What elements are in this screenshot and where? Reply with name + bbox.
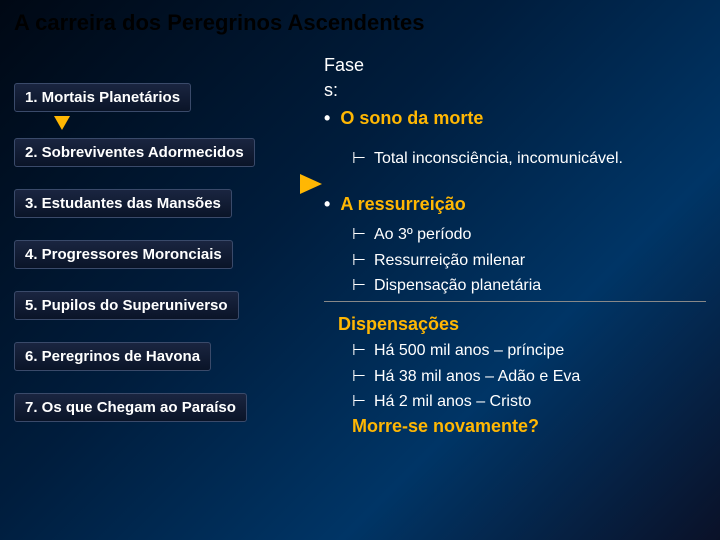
tick-icon: ⊢ <box>352 275 366 297</box>
stage-6: 6. Peregrinos de Havona <box>14 342 211 371</box>
dispensacao-2: ⊢ Há 38 mil anos – Adão e Eva <box>352 366 706 388</box>
tick-icon: ⊢ <box>352 250 366 272</box>
stage-4: 4. Progressores Moronciais <box>14 240 233 269</box>
bullet-dot-icon: • <box>324 192 330 216</box>
divider <box>324 301 706 302</box>
bullet-dot-icon: • <box>324 106 330 130</box>
dispensacao-3-text: Há 2 mil anos – Cristo <box>374 391 531 413</box>
stage-1: 1. Mortais Planetários <box>14 83 191 112</box>
phase-2-sub-2-text: Ressurreição milenar <box>374 250 525 272</box>
phase-2-text: A ressurreição <box>340 192 465 216</box>
content-area: 1. Mortais Planetários 2. Sobreviventes … <box>14 53 706 436</box>
phase-1-title: • O sono da morte <box>324 106 706 130</box>
details-column: Fase s: • O sono da morte ⊢ Total incons… <box>324 53 706 436</box>
tick-icon: ⊢ <box>352 391 366 413</box>
phase-1-sub-text: Total inconsciência, incomunicável. <box>374 148 623 170</box>
phase-2-title: • A ressurreição <box>324 192 706 216</box>
stage-2: 2. Sobreviventes Adormecidos <box>14 138 255 167</box>
right-arrow-icon <box>300 174 322 194</box>
dispensacao-2-text: Há 38 mil anos – Adão e Eva <box>374 366 580 388</box>
tick-icon: ⊢ <box>352 148 366 170</box>
fases-label: Fase s: <box>324 53 706 102</box>
phase-2-sub-3-text: Dispensação planetária <box>374 275 541 297</box>
tick-icon: ⊢ <box>352 224 366 246</box>
dispensacao-1-text: Há 500 mil anos – príncipe <box>374 340 564 362</box>
phase-1-sub: ⊢ Total inconsciência, incomunicável. <box>352 148 706 170</box>
stage-3: 3. Estudantes das Mansões <box>14 189 232 218</box>
final-question: Morre-se novamente? <box>352 417 706 437</box>
dispensacao-1: ⊢ Há 500 mil anos – príncipe <box>352 340 706 362</box>
tick-icon: ⊢ <box>352 366 366 388</box>
down-arrow-icon <box>54 116 70 130</box>
phase-2-sub-1-text: Ao 3º período <box>374 224 471 246</box>
phase-2-sub-3: ⊢ Dispensação planetária <box>352 275 706 297</box>
stage-5: 5. Pupilos do Superuniverso <box>14 291 239 320</box>
dispensacao-3: ⊢ Há 2 mil anos – Cristo <box>352 391 706 413</box>
dispensacoes-heading: Dispensações <box>338 312 706 336</box>
phase-2-sub-2: ⊢ Ressurreição milenar <box>352 250 706 272</box>
phase-2-sub-1: ⊢ Ao 3º período <box>352 224 706 246</box>
stages-column: 1. Mortais Planetários 2. Sobreviventes … <box>14 53 314 436</box>
stage-7: 7. Os que Chegam ao Paraíso <box>14 393 247 422</box>
phase-1-text: O sono da morte <box>340 106 483 130</box>
tick-icon: ⊢ <box>352 340 366 362</box>
slide-title: A carreira dos Peregrinos Ascendentes <box>14 10 706 35</box>
